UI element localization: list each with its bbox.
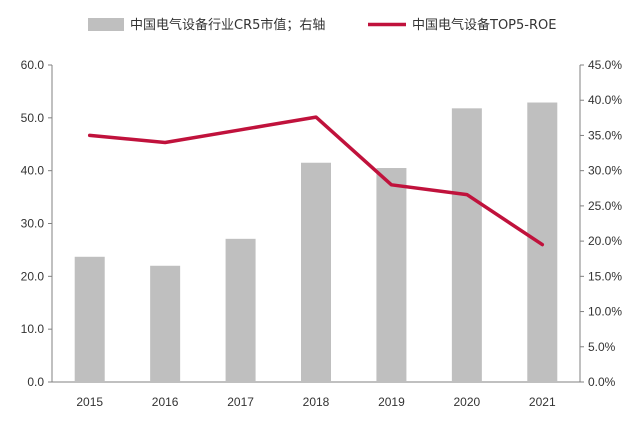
bar-series bbox=[74, 102, 558, 383]
left-tick-label: 50.0 bbox=[21, 111, 45, 125]
x-tick-2021: 2021 bbox=[529, 395, 556, 409]
x-tick-2015: 2015 bbox=[76, 395, 103, 409]
left-axis-ticks: 0.0 10.0 20.0 30.0 40.0 50.0 60.0 bbox=[21, 58, 52, 389]
x-tick-2020: 2020 bbox=[454, 395, 481, 409]
bar-2017 bbox=[225, 238, 256, 382]
bar-2016 bbox=[150, 265, 181, 382]
right-axis-ticks: 0.0% 5.0% 10.0% 15.0% 20.0% 25.0% 30.0% 35.0% 40… bbox=[580, 58, 622, 389]
right-tick-label: 0.0% bbox=[588, 375, 616, 389]
legend-swatch-bar bbox=[88, 18, 124, 31]
bar-2021 bbox=[527, 102, 558, 383]
bar-2015 bbox=[74, 256, 105, 382]
line-series bbox=[87, 115, 545, 247]
legend-label-line: 中国电气设备TOP5-ROE bbox=[412, 17, 556, 33]
right-tick-label: 25.0% bbox=[588, 199, 622, 213]
right-tick-label: 35.0% bbox=[588, 128, 622, 142]
right-tick-label: 15.0% bbox=[588, 269, 622, 283]
legend-label-bar: 中国电气设备行业CR5市值；右轴 bbox=[130, 17, 325, 33]
left-tick-label: 30.0 bbox=[21, 217, 45, 231]
bar-2018 bbox=[301, 162, 331, 382]
right-tick-label: 5.0% bbox=[588, 340, 616, 354]
x-tick-2017: 2017 bbox=[227, 395, 254, 409]
left-tick-label: 40.0 bbox=[21, 164, 45, 178]
right-tick-label: 20.0% bbox=[588, 234, 622, 248]
left-tick-label: 60.0 bbox=[21, 58, 45, 72]
x-tick-2016: 2016 bbox=[152, 395, 179, 409]
left-tick-label: 10.0 bbox=[21, 322, 45, 336]
x-tick-2018: 2018 bbox=[303, 395, 330, 409]
left-tick-label: 20.0 bbox=[21, 269, 45, 283]
x-axis-ticks: 2015 2016 2017 2018 2019 2020 2021 bbox=[76, 395, 556, 409]
right-tick-label: 45.0% bbox=[588, 58, 622, 72]
right-tick-label: 30.0% bbox=[588, 164, 622, 178]
right-tick-label: 40.0% bbox=[588, 93, 622, 107]
bar-2019 bbox=[376, 168, 407, 382]
x-tick-2019: 2019 bbox=[378, 395, 405, 409]
left-tick-label: 0.0 bbox=[27, 375, 44, 389]
bar-2020 bbox=[451, 108, 482, 382]
legend: 中国电气设备行业CR5市值；右轴 中国电气设备TOP5-ROE bbox=[88, 17, 556, 33]
roe-line bbox=[87, 115, 545, 247]
right-tick-label: 10.0% bbox=[588, 305, 622, 319]
